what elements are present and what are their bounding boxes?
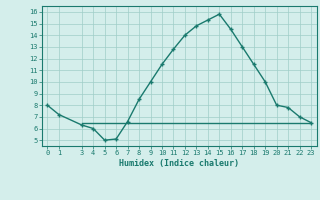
X-axis label: Humidex (Indice chaleur): Humidex (Indice chaleur) [119,159,239,168]
